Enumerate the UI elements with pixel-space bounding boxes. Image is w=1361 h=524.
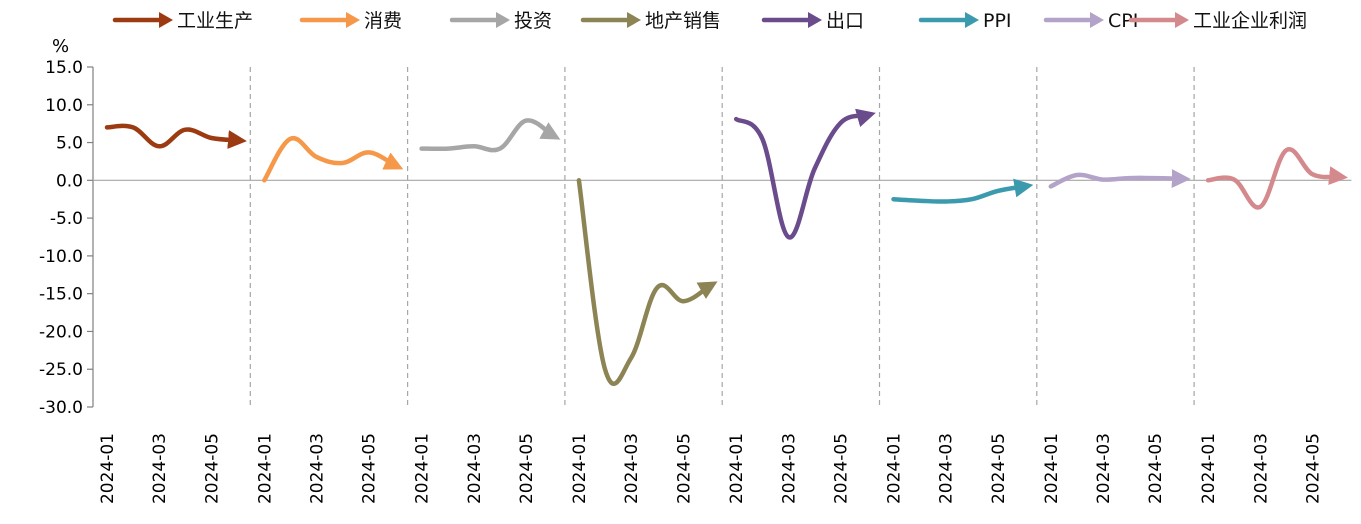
x-tick-label: 2024-05: [1146, 433, 1166, 504]
x-tick-label: 2024-03: [465, 433, 485, 504]
legend-label: CPI: [1108, 10, 1138, 32]
x-tick-label: 2024-01: [570, 433, 590, 504]
x-tick-label: 2024-05: [517, 433, 537, 504]
legend-arrow-icon: [808, 12, 822, 28]
legend-arrow-icon: [496, 12, 510, 28]
legend-item: PPI: [918, 10, 1012, 32]
legend-label: 工业企业利润: [1193, 10, 1307, 32]
x-axis: 2024-01 2024-03 2024-05 2024-01 2024-03 2024-…: [98, 433, 1324, 504]
x-tick-label: 2024-05: [832, 433, 852, 504]
x-tick-label: 2024-03: [622, 433, 642, 504]
legend-arrow-icon: [1090, 12, 1104, 28]
y-axis: 15.0 10.0 5.0 0.0 -5.0 -10.0 -15.0 -20.0 -25.0 -3…: [39, 58, 94, 418]
x-tick-label: 2024-03: [150, 433, 170, 504]
legend-arrow-icon: [965, 12, 979, 28]
x-tick-label: 2024-05: [1304, 433, 1324, 504]
y-axis-unit: %: [52, 36, 69, 57]
x-tick-label: 2024-05: [202, 433, 222, 504]
legend-arrow-icon: [627, 12, 641, 28]
y-tick-label: -5.0: [50, 209, 83, 229]
legend-arrow-icon: [346, 12, 360, 28]
legend-item: 工业生产: [112, 10, 253, 32]
legend-item: 地产销售: [580, 10, 721, 32]
legend-item: 投资: [449, 10, 552, 32]
series-line: [104, 123, 247, 149]
legend-item: 出口: [761, 10, 864, 32]
legend-label: 工业生产: [177, 10, 253, 32]
series-line: [733, 108, 876, 240]
y-tick-label: -30.0: [39, 398, 83, 418]
legend-label: 出口: [826, 10, 864, 32]
legend: 工业生产 消费 投资 地产销售 出口 PPI CPI 工业企业利润: [112, 10, 1307, 32]
y-tick-label: -20.0: [39, 322, 83, 342]
x-tick-label: 2024-03: [308, 433, 328, 504]
legend-item: CPI: [1043, 10, 1138, 32]
x-tick-label: 2024-01: [255, 433, 275, 504]
series-line: [419, 118, 561, 153]
x-tick-label: 2024-05: [360, 433, 380, 504]
x-tick-label: 2024-03: [1251, 433, 1271, 504]
x-tick-label: 2024-01: [727, 433, 747, 504]
x-tick-label: 2024-01: [885, 433, 905, 504]
y-tick-label: 0.0: [56, 171, 83, 191]
y-tick-label: 10.0: [45, 96, 83, 116]
legend-label: 投资: [514, 10, 552, 32]
legend-arrow-icon: [159, 12, 173, 28]
legend-item: 工业企业利润: [1128, 10, 1307, 32]
x-tick-label: 2024-01: [98, 433, 118, 504]
y-tick-label: -10.0: [39, 247, 83, 267]
x-tick-label: 2024-03: [779, 433, 799, 504]
y-tick-label: 5.0: [56, 134, 83, 154]
panel-separators: [249, 67, 1195, 407]
series-line: [576, 178, 718, 387]
x-tick-label: 2024-01: [1042, 433, 1062, 504]
series-line: [1048, 169, 1191, 189]
y-tick-label: -25.0: [39, 360, 83, 380]
series-line: [1205, 147, 1348, 210]
x-tick-label: 2024-03: [937, 433, 957, 504]
x-tick-label: 2024-05: [674, 433, 694, 504]
y-tick-label: -15.0: [39, 285, 83, 305]
legend-label: PPI: [983, 10, 1012, 32]
x-tick-label: 2024-03: [1094, 433, 1114, 504]
legend-label: 消费: [364, 10, 402, 32]
y-tick-label: 15.0: [45, 58, 83, 78]
x-tick-label: 2024-05: [989, 433, 1009, 504]
series-lines: [104, 108, 1348, 387]
legend-arrow-icon: [1175, 12, 1189, 28]
series-line: [891, 178, 1034, 204]
series-line: [262, 135, 404, 183]
legend-label: 地产销售: [645, 10, 721, 32]
x-tick-label: 2024-01: [413, 433, 433, 504]
legend-item: 消费: [299, 10, 402, 32]
x-tick-label: 2024-01: [1199, 433, 1219, 504]
